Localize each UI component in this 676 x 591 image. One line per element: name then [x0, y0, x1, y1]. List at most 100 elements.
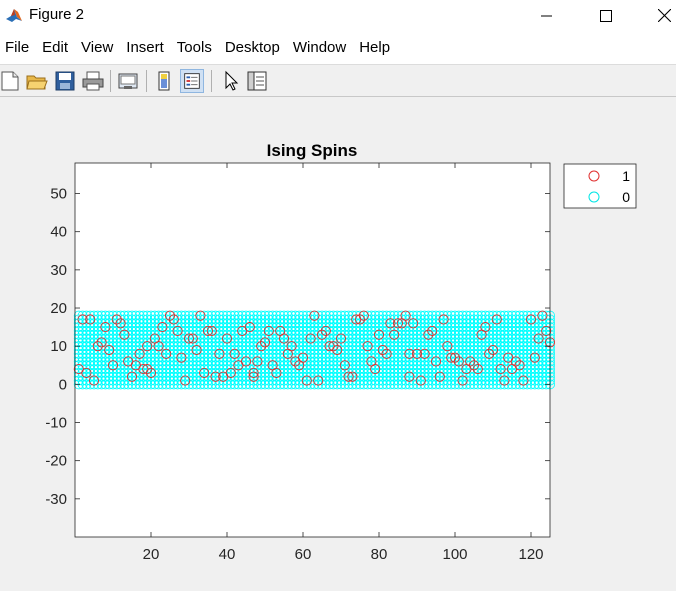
- figure-canvas: 20 40 60 80 100 120 50 40 30 20 10 0 -10 -20 -30 Isin…: [0, 97, 676, 591]
- spin-1-point: [183, 333, 195, 344]
- spin-1-point: [252, 356, 263, 367]
- y-tick-label: 0: [59, 376, 67, 393]
- spin-1-point: [529, 352, 540, 363]
- spin-1-point: [195, 310, 206, 321]
- spin-1-point: [168, 314, 179, 325]
- spin-1-point: [164, 310, 176, 321]
- spin-1-point: [134, 348, 145, 359]
- spin-1-point: [161, 348, 172, 359]
- open-file-icon[interactable]: [25, 69, 49, 93]
- spin-1-point: [423, 329, 434, 340]
- title-bar[interactable]: Figure 2: [0, 0, 676, 31]
- x-tick-label: 120: [518, 546, 543, 563]
- legend-label-0: 0: [622, 189, 630, 205]
- spin-1-point: [430, 356, 442, 367]
- spin-1-point: [126, 371, 138, 382]
- minimize-button[interactable]: [524, 0, 570, 31]
- close-button[interactable]: [641, 0, 676, 31]
- spin-1-point: [111, 314, 122, 325]
- menu-edit[interactable]: Edit: [42, 39, 69, 56]
- spin-1-point: [263, 325, 274, 336]
- spin-1-point: [335, 333, 347, 344]
- spin-1-point: [142, 364, 153, 375]
- spin-1-point: [77, 314, 88, 325]
- legend[interactable]: 1 0: [563, 163, 637, 209]
- menu-bar: File Edit View Insert Tools Desktop Wind…: [0, 31, 676, 64]
- spin-1-point: [206, 325, 217, 336]
- spin-1-point: [180, 375, 191, 386]
- spin-1-point: [434, 371, 445, 382]
- spin-1-point: [210, 371, 221, 382]
- maximize-button[interactable]: [583, 0, 629, 31]
- insert-legend-icon[interactable]: [180, 69, 204, 93]
- maximize-icon: [600, 9, 612, 22]
- spin-1-point: [297, 352, 309, 363]
- axes-box: [74, 162, 551, 538]
- property-editor-icon[interactable]: [245, 69, 269, 93]
- x-tick-label: 40: [219, 546, 236, 563]
- spin-1-point: [96, 337, 107, 348]
- menu-file[interactable]: File: [5, 39, 30, 56]
- close-icon: [657, 9, 671, 22]
- spin-1-point: [81, 367, 92, 378]
- menu-help[interactable]: Help: [359, 39, 391, 56]
- spin-1-point: [240, 356, 252, 367]
- menu-desktop[interactable]: Desktop: [224, 39, 280, 56]
- spin-1-point: [354, 314, 366, 325]
- spin-1-point: [278, 333, 290, 344]
- spin-1-point: [119, 329, 130, 340]
- spin-1-point: [525, 314, 537, 325]
- new-figure-icon[interactable]: [0, 69, 22, 93]
- spin-1-point: [145, 367, 157, 378]
- spin-1-point: [172, 325, 183, 336]
- y-tick-label: -20: [45, 453, 67, 470]
- spin-1-point: [320, 325, 331, 336]
- spin-1-point: [427, 325, 438, 336]
- y-tick-label: 10: [50, 338, 67, 355]
- spin-1-point: [404, 348, 415, 359]
- y-tick-label: 40: [50, 224, 67, 241]
- spin-1-point: [316, 329, 328, 340]
- toolbar-separator: [110, 70, 111, 92]
- spin-1-point: [419, 348, 430, 359]
- x-tick-label: 60: [295, 546, 312, 563]
- spin-1-point: [392, 318, 404, 329]
- spin-1-point: [176, 352, 187, 363]
- save-icon[interactable]: [53, 69, 77, 93]
- spin-1-point: [385, 318, 396, 329]
- spin-1-point: [286, 341, 297, 352]
- y-axis: 50 40 30 20 10 0 -10 -20 -30: [45, 186, 550, 508]
- menu-view[interactable]: View: [81, 39, 114, 56]
- spin-1-point: [537, 310, 548, 321]
- menu-tools[interactable]: Tools: [176, 39, 212, 56]
- y-tick-label: 50: [50, 186, 67, 203]
- spin-1-point: [157, 322, 168, 333]
- spin-1-point: [449, 352, 461, 363]
- spin-1-point: [457, 375, 468, 386]
- spin-1-point: [495, 364, 506, 375]
- legend-marker-0: [588, 191, 600, 203]
- spin-1-point: [244, 322, 255, 333]
- spin-1-point: [533, 333, 544, 344]
- spin-1-point: [400, 310, 411, 321]
- print-icon[interactable]: [81, 69, 105, 93]
- edit-plot-icon[interactable]: [218, 69, 242, 93]
- spin-1-point: [491, 314, 502, 325]
- spin-1-point: [484, 348, 495, 359]
- x-tick-label: 100: [442, 546, 467, 563]
- toolbar-separator: [146, 70, 147, 92]
- insert-colorbar-icon[interactable]: [152, 69, 176, 93]
- legend-label-1: 1: [622, 168, 630, 184]
- spin-1-point: [415, 375, 426, 386]
- spin-1-point: [256, 341, 267, 352]
- link-plot-icon[interactable]: [116, 69, 140, 93]
- spin-1-point: [199, 367, 210, 378]
- menu-insert[interactable]: Insert: [126, 39, 164, 56]
- spin-1-point: [499, 375, 510, 386]
- spin-1-point: [408, 318, 419, 329]
- spin-1-point: [202, 325, 214, 336]
- menu-window[interactable]: Window: [292, 39, 347, 56]
- figure-toolbar: [0, 64, 676, 97]
